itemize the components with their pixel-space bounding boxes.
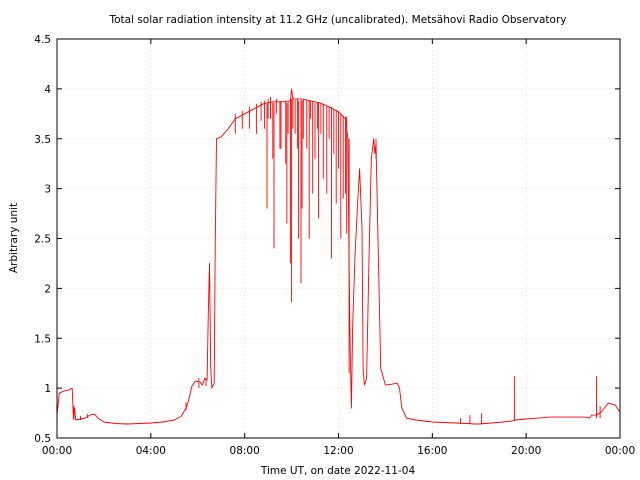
- chart-title: Total solar radiation intensity at 11.2 …: [108, 14, 566, 26]
- x-tick-label: 20:00: [511, 445, 541, 457]
- x-tick-label: 00:00: [605, 445, 635, 457]
- y-axis-label: Arbitrary unit: [8, 203, 20, 273]
- y-tick-label: 3: [44, 184, 51, 196]
- y-tick-label: 1: [44, 383, 51, 395]
- y-tick-label: 2: [44, 283, 51, 295]
- x-tick-label: 12:00: [323, 445, 353, 457]
- y-tick-label: 3.5: [34, 134, 51, 146]
- x-tick-label: 00:00: [42, 445, 72, 457]
- y-tick-label: 4.5: [34, 34, 51, 46]
- y-tick-label: 2.5: [34, 234, 51, 246]
- grid: [57, 39, 620, 438]
- y-tick-label: 0.5: [34, 433, 51, 445]
- series-layer: [56, 88, 621, 425]
- x-tick-label: 08:00: [230, 445, 260, 457]
- y-tick-label: 1.5: [34, 333, 51, 345]
- axis-ticks: 00:00 04:00 08:00 12:00 16:00 20:00 00:000.511…: [34, 34, 635, 457]
- x-tick-label: 16:00: [417, 445, 447, 457]
- y-tick-label: 4: [44, 84, 51, 96]
- x-tick-label: 04:00: [136, 445, 166, 457]
- x-axis-label: Time UT, on date 2022-11-04: [260, 465, 416, 477]
